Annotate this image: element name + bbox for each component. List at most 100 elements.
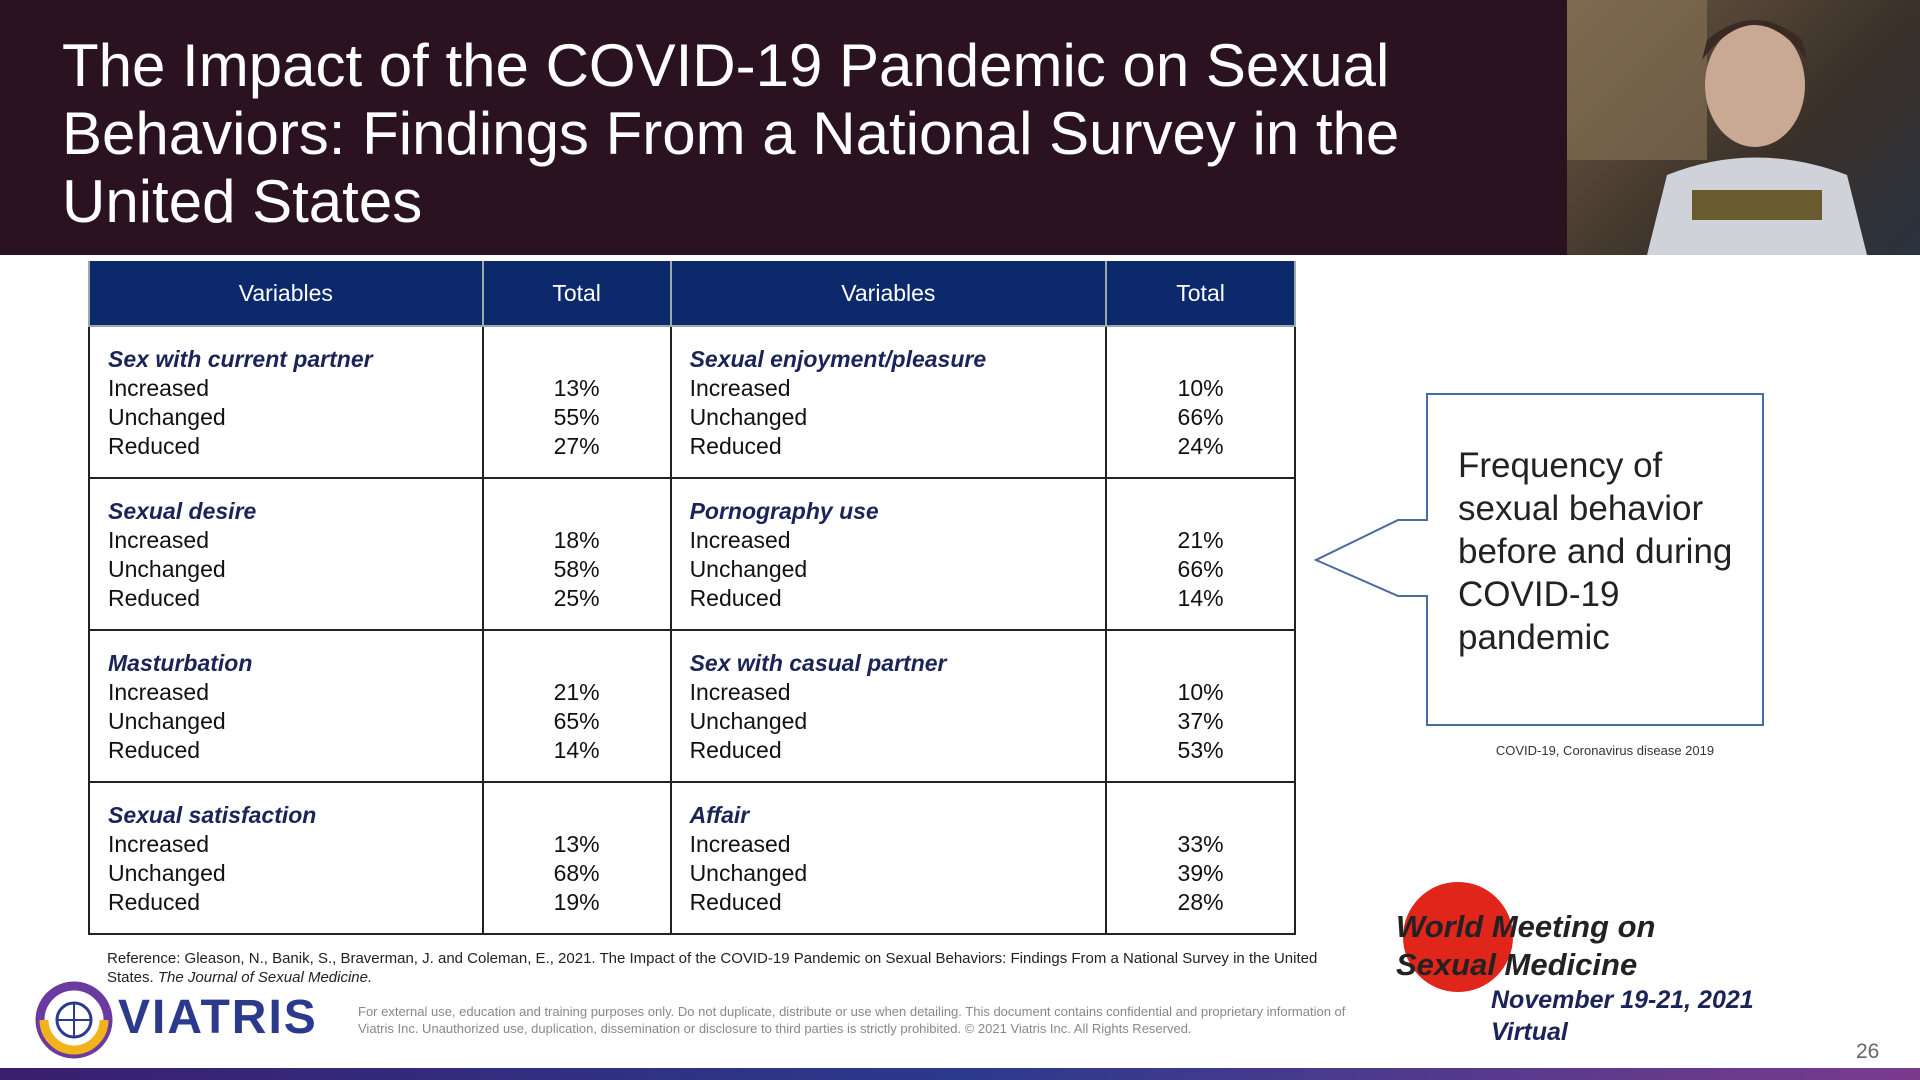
callout-text: Frequency of sexual behavior before and … xyxy=(1458,446,1733,657)
item-value: 24% xyxy=(1177,433,1224,459)
total-cell: 13% 68% 19% xyxy=(481,781,672,935)
spacer xyxy=(1125,801,1276,830)
variable-cell: Pornography use Increased Unchanged Reduced xyxy=(669,477,1108,631)
item-label: Increased xyxy=(689,679,791,705)
spacer xyxy=(1125,497,1276,526)
column-header: Total xyxy=(481,261,672,327)
webcam-image xyxy=(1567,0,1867,255)
item-value: 65% xyxy=(553,708,600,734)
item-label: Increased xyxy=(689,527,791,553)
item-label: Increased xyxy=(689,375,791,401)
item-value: 27% xyxy=(553,433,600,459)
item-label: Unchanged xyxy=(689,404,808,430)
item-value: 53% xyxy=(1177,737,1224,763)
logo-icon xyxy=(35,981,113,1059)
item-value: 55% xyxy=(553,404,600,430)
caption: COVID-19, Coronavirus disease 2019 xyxy=(1495,743,1715,758)
slide-title: The Impact of the COVID-19 Pandemic on S… xyxy=(62,32,1400,235)
title-bar xyxy=(0,0,1567,255)
item-label: Unchanged xyxy=(689,860,808,886)
reference: Reference: Gleason, N., Banik, S., Brave… xyxy=(107,949,1337,987)
item-label: Unchanged xyxy=(108,556,226,582)
item-value: 37% xyxy=(1177,708,1224,734)
item-label: Reduced xyxy=(689,737,782,763)
spacer xyxy=(502,649,652,678)
item-label: Reduced xyxy=(108,585,201,611)
spacer xyxy=(502,801,652,830)
item-value: 21% xyxy=(553,679,600,705)
variable-cell: Sexual satisfaction Increased Unchanged Red… xyxy=(88,781,484,935)
item-value: 33% xyxy=(1177,831,1224,857)
item-label: Increased xyxy=(689,831,791,857)
header-row: Variables Total Variables Total xyxy=(88,261,1296,327)
group-title: Sexual desire xyxy=(108,498,257,524)
event-name: World Meeting on Sexual Medicine xyxy=(1396,909,1656,982)
item-label: Reduced xyxy=(108,737,201,763)
item-value: 39% xyxy=(1177,860,1224,886)
item-label: Reduced xyxy=(689,433,782,459)
column-header: Total xyxy=(1105,261,1296,327)
table-body: Sex with current partner Increased Unchang… xyxy=(88,325,1296,935)
item-label: Unchanged xyxy=(108,404,226,430)
item-value: 68% xyxy=(553,860,600,886)
group-title: Sexual satisfaction xyxy=(108,802,317,828)
item-value: 10% xyxy=(1177,375,1224,401)
item-value: 28% xyxy=(1177,889,1224,915)
group-title: Masturbation xyxy=(108,650,253,676)
item-value: 18% xyxy=(553,527,600,553)
item-label: Unchanged xyxy=(689,556,808,582)
item-label: Unchanged xyxy=(689,708,808,734)
total-cell: 18% 58% 25% xyxy=(481,477,672,631)
table-row: Sexual desire Increased Unchanged Reduced 1… xyxy=(88,477,1296,631)
table-row: Masturbation Increased Unchanged Reduced 21… xyxy=(88,629,1296,783)
event-format: Virtual xyxy=(1491,1018,1568,1046)
total-cell: 10% 66% 24% xyxy=(1105,325,1296,479)
item-value: 66% xyxy=(1177,404,1224,430)
event-logo xyxy=(1403,882,1513,992)
total-cell: 33% 39% 28% xyxy=(1105,781,1296,935)
webcam xyxy=(1567,0,1920,255)
journal: The Journal of Sexual Medicine. xyxy=(157,969,373,986)
group-title: Affair xyxy=(689,802,750,828)
item-value: 25% xyxy=(553,585,600,611)
reference-text: Reference: Gleason, N., Banik, S., Brave… xyxy=(107,950,1318,986)
item-value: 58% xyxy=(553,556,600,582)
logo-text: VIATRIS xyxy=(118,991,318,1044)
column-header: Variables xyxy=(669,261,1108,327)
table-row: Sexual satisfaction Increased Unchanged Red… xyxy=(88,781,1296,935)
item-label: Increased xyxy=(108,527,210,553)
page-number: 26 xyxy=(1856,1040,1880,1063)
data-table: Variables Total Variables Total Sex with cu… xyxy=(88,261,1296,935)
item-label: Increased xyxy=(108,375,210,401)
total-cell: 10% 37% 53% xyxy=(1105,629,1296,783)
variable-cell: Masturbation Increased Unchanged Reduced xyxy=(88,629,484,783)
item-value: 14% xyxy=(553,737,600,763)
spacer xyxy=(1125,649,1276,678)
item-value: 13% xyxy=(553,831,600,857)
item-label: Reduced xyxy=(108,433,201,459)
item-label: Reduced xyxy=(689,889,782,915)
group-title: Pornography use xyxy=(689,498,879,524)
variable-cell: Sex with casual partner Increased Unchange… xyxy=(669,629,1108,783)
item-label: Increased xyxy=(108,679,210,705)
spacer xyxy=(1125,345,1276,374)
item-label: Reduced xyxy=(689,585,782,611)
item-label: Unchanged xyxy=(108,708,226,734)
variable-cell: Sex with current partner Increased Unchang… xyxy=(88,325,484,479)
column-header: Variables xyxy=(88,261,484,327)
total-cell: 13% 55% 27% xyxy=(481,325,672,479)
variable-cell: Sexual enjoyment/pleasure Increased Unchan… xyxy=(669,325,1108,479)
item-value: 10% xyxy=(1177,679,1224,705)
callout-shape xyxy=(1313,393,1764,726)
total-cell: 21% 66% 14% xyxy=(1105,477,1296,631)
item-value: 14% xyxy=(1177,585,1224,611)
disclaimer: For external use, education and training… xyxy=(358,1004,1346,1036)
event-dates: November 19-21, 2021 xyxy=(1491,986,1754,1014)
item-label: Unchanged xyxy=(108,860,226,886)
item-value: 66% xyxy=(1177,556,1224,582)
item-value: 19% xyxy=(553,889,600,915)
group-title: Sex with casual partner xyxy=(689,650,947,676)
spacer xyxy=(502,345,652,374)
group-title: Sexual enjoyment/pleasure xyxy=(689,346,987,372)
